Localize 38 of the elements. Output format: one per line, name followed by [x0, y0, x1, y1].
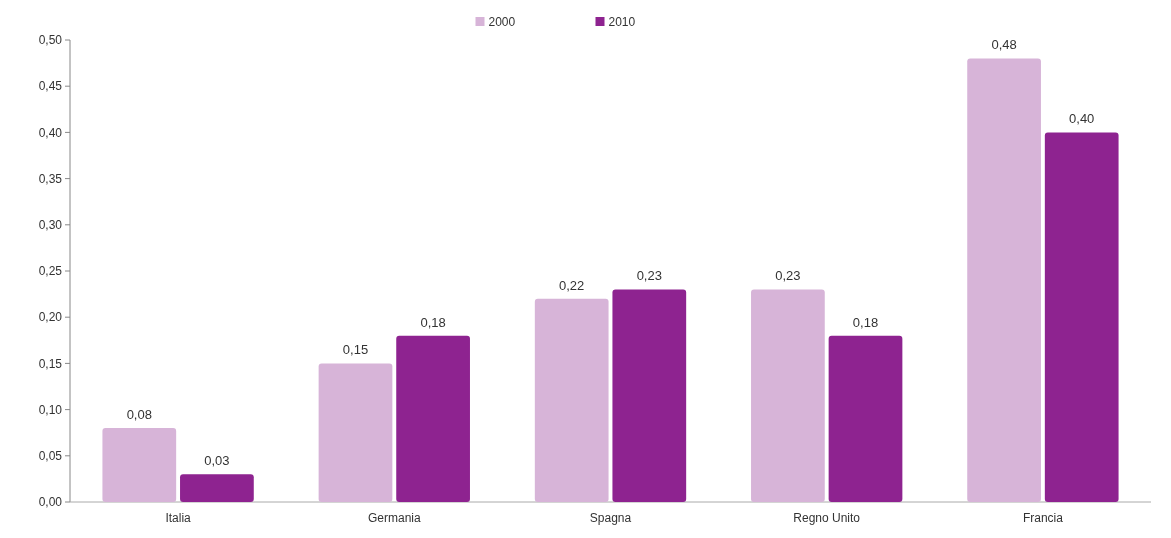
data-label: 0,22 — [559, 277, 585, 293]
y-tick-label: 0,00 — [38, 495, 63, 510]
bar — [967, 58, 1041, 502]
bar — [534, 298, 609, 502]
y-tick-label: 0,40 — [38, 125, 63, 140]
y-tick-label: 0,15 — [38, 356, 63, 371]
data-label: 0,15 — [342, 342, 369, 358]
bar — [751, 289, 825, 502]
data-label: 0,23 — [636, 268, 662, 284]
x-tick-label: Regno Unito — [793, 511, 861, 525]
y-tick-label: 0,50 — [38, 33, 63, 48]
y-tick-label: 0,10 — [38, 402, 63, 417]
y-tick-label: 0,05 — [38, 449, 63, 463]
bar — [102, 428, 177, 502]
x-tick-label: Spagna — [589, 511, 632, 525]
x-tick-label: Francia — [1022, 511, 1064, 525]
data-label: 0,03 — [204, 453, 230, 469]
bar — [318, 363, 393, 502]
data-label: 0,40 — [1069, 111, 1095, 127]
legend-label: 2010 — [608, 15, 636, 30]
data-label: 0,18 — [852, 314, 879, 330]
data-label: 0,18 — [420, 314, 446, 330]
y-tick-label: 0,30 — [38, 218, 63, 232]
bar — [1044, 132, 1119, 502]
bar — [180, 474, 254, 502]
bar — [612, 289, 687, 502]
x-tick-label: Germania — [367, 511, 421, 525]
data-label: 0,08 — [126, 407, 152, 423]
x-tick-label: Italia — [165, 511, 192, 525]
bar — [828, 335, 903, 502]
legend-label: 2000 — [488, 15, 516, 30]
y-tick-label: 0,35 — [38, 171, 63, 186]
bar — [396, 335, 470, 502]
y-tick-label: 0,20 — [38, 310, 63, 325]
data-label: 0,48 — [991, 37, 1017, 53]
data-label: 0,23 — [775, 268, 801, 284]
y-tick-label: 0,25 — [38, 264, 63, 279]
y-tick-label: 0,45 — [38, 79, 63, 94]
